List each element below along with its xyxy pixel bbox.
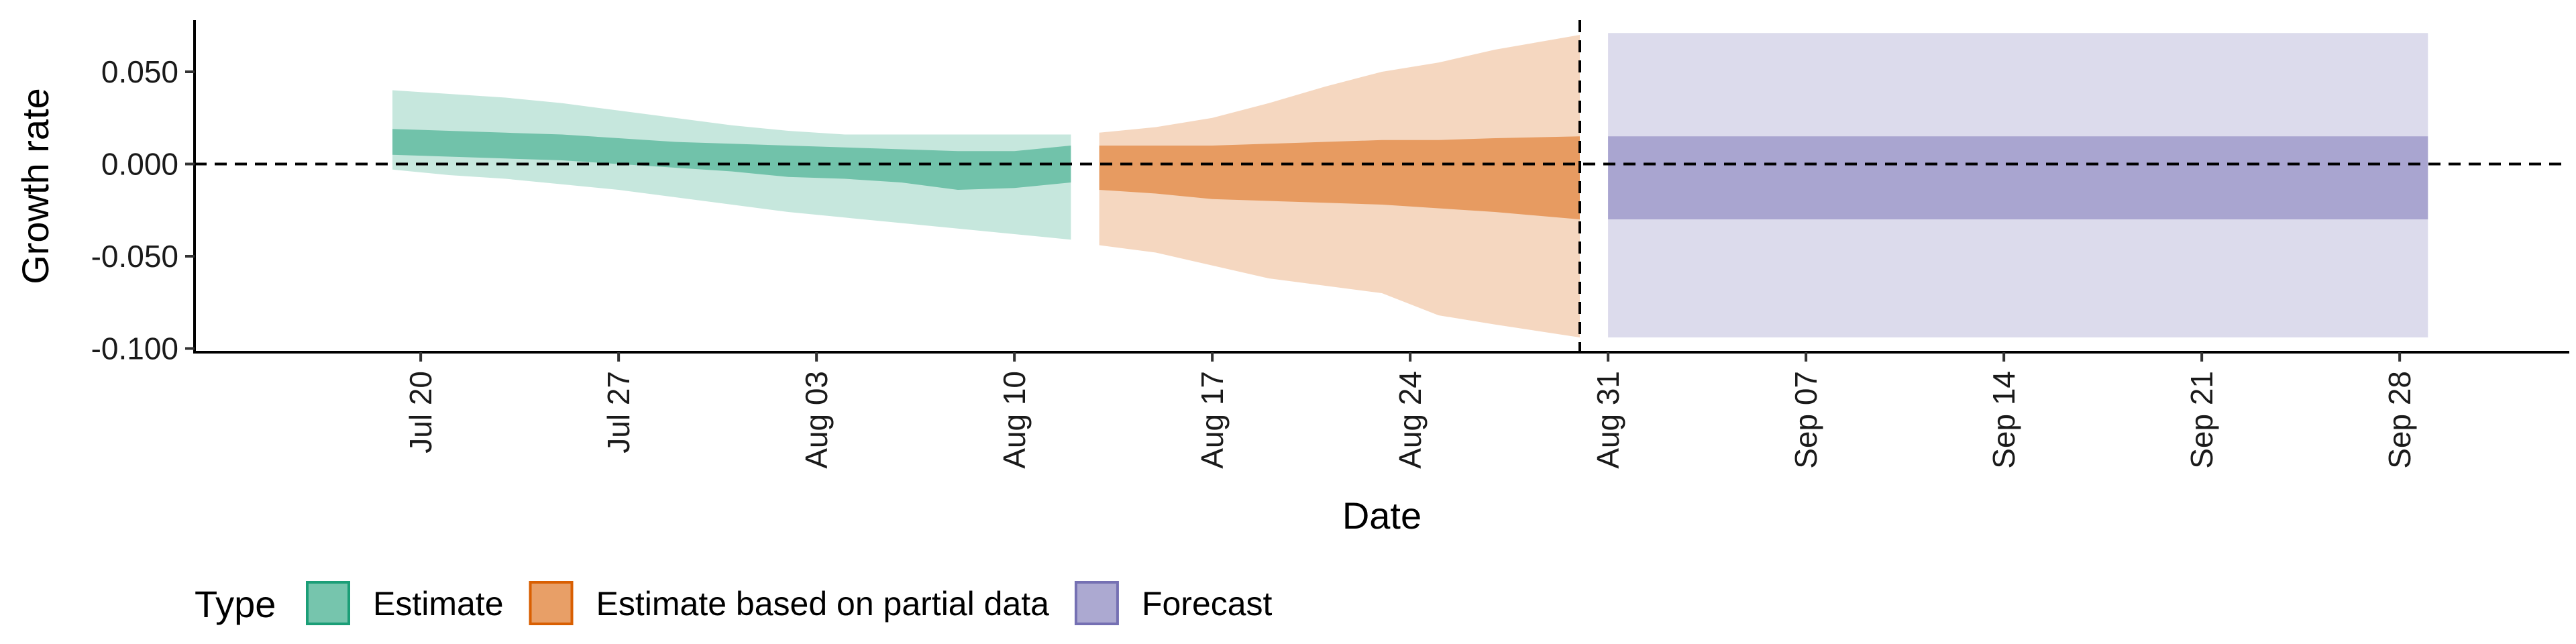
x-tick-label: Aug 31 — [1591, 371, 1625, 469]
axes: 0.050 0.000 -0.050 -0.100 Jul 20 Jul 27 Aug 03… — [91, 20, 2569, 469]
legend-title: Type — [195, 583, 276, 625]
legend-key-forecast — [1074, 581, 1119, 625]
legend-key-estimate — [306, 581, 350, 625]
y-tick-label: 0.050 — [101, 54, 178, 89]
reference-lines — [195, 20, 2569, 352]
x-tick-label: Sep 28 — [2382, 371, 2417, 469]
x-tick-label: Aug 17 — [1195, 371, 1230, 469]
legend-label-forecast: Forecast — [1142, 585, 1273, 623]
y-tick-label: 0.000 — [101, 147, 178, 182]
estimate-band-50 — [392, 129, 1071, 190]
x-tick-label: Aug 03 — [799, 371, 834, 469]
x-tick-label: Jul 27 — [601, 371, 636, 453]
legend-key-estimate-based-on-partial-data — [529, 581, 574, 625]
y-tick-label: -0.100 — [91, 331, 178, 366]
legend: Type Estimate Estimate based on partial d… — [195, 581, 1273, 625]
forecast-band-50 — [1608, 136, 2428, 219]
x-axis-title: Date — [1342, 494, 1421, 537]
uncertainty-bands — [392, 33, 2428, 338]
legend-label-estimate-based-on-partial-data: Estimate based on partial data — [596, 585, 1050, 623]
x-tick-label: Jul 20 — [403, 371, 438, 453]
y-tick-label: -0.050 — [91, 239, 178, 274]
x-tick-label: Aug 24 — [1393, 371, 1428, 469]
x-tick-label: Sep 07 — [1788, 371, 1823, 469]
x-tick-label: Aug 10 — [997, 371, 1032, 469]
x-tick-label: Sep 21 — [2184, 371, 2219, 469]
y-axis-title: Growth rate — [14, 88, 56, 284]
x-tick-label: Sep 14 — [1986, 371, 2021, 469]
legend-label-estimate: Estimate — [373, 585, 504, 623]
estimate-based-on-partial-data-band-50 — [1099, 136, 1580, 219]
